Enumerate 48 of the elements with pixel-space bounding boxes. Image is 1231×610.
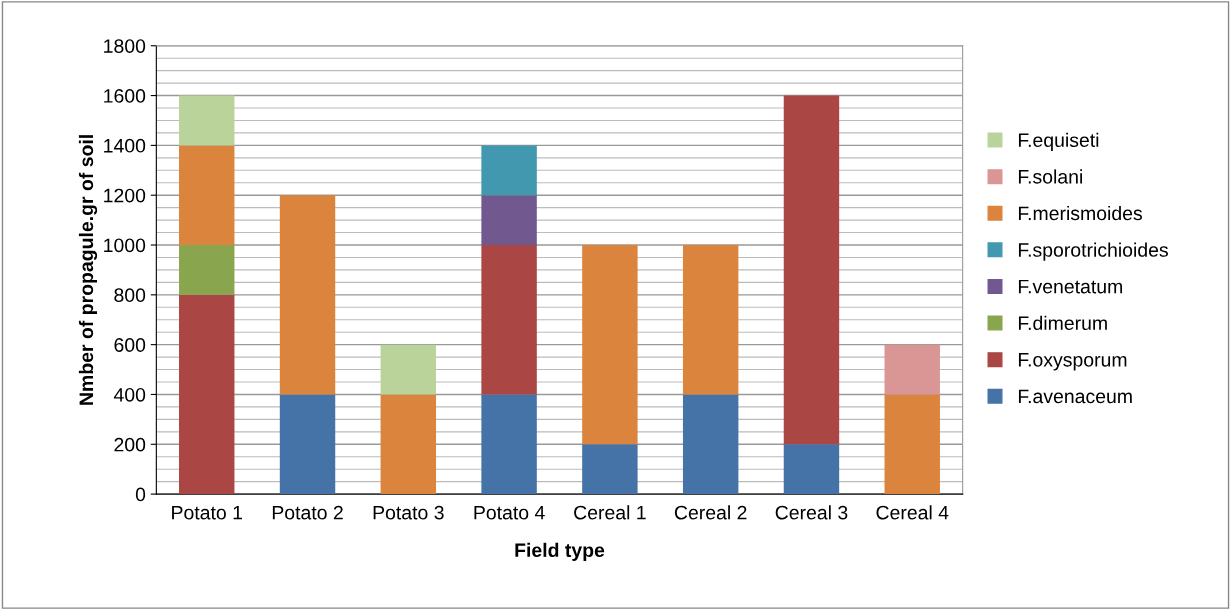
legend-label: F.oxysporum (1018, 353, 1127, 371)
x-tick-label: Cereal 3 (775, 505, 848, 520)
bar (884, 394, 940, 495)
bar (279, 195, 336, 395)
bar (884, 344, 940, 395)
bar (682, 245, 739, 395)
bar (179, 145, 235, 246)
bar (380, 344, 437, 395)
legend-label: F.dimerum (1018, 315, 1107, 331)
x-tick-label: Cereal 2 (674, 505, 747, 520)
bar (783, 444, 840, 495)
legend-label: F.solani (1018, 169, 1082, 184)
bar (179, 294, 235, 495)
x-tick-label: Cereal 4 (876, 505, 949, 520)
x-axis-title: Field type (515, 542, 605, 561)
bar (783, 95, 840, 445)
legend-label: F.avenaceum (1018, 389, 1132, 404)
bar (582, 245, 638, 445)
y-tick-label: 1800 (104, 39, 146, 53)
y-tick-label: 1400 (104, 138, 146, 153)
bar (682, 394, 739, 495)
bar (481, 394, 537, 495)
y-tick-label: 400 (113, 387, 146, 402)
bar (380, 394, 437, 495)
y-tick-label: 0 (135, 487, 146, 502)
x-tick-label: Potato 1 (172, 505, 242, 520)
bar (481, 245, 537, 395)
bar (279, 394, 336, 495)
y-tick-label: 600 (114, 338, 146, 352)
x-tick-label: Potato 2 (272, 505, 343, 520)
y-tick-label: 800 (114, 288, 146, 303)
bar (179, 95, 235, 146)
y-tick-label: 1600 (104, 89, 146, 103)
x-tick-label: Potato 3 (373, 505, 444, 520)
y-tick-label: 1000 (104, 238, 146, 253)
y-axis-title: Nmber of propagule.gr of soil (78, 135, 98, 405)
y-tick-label: 200 (114, 437, 146, 452)
bar (481, 145, 537, 196)
bar (582, 444, 638, 495)
bar (179, 245, 235, 295)
bar (481, 195, 537, 246)
x-tick-label: Cereal 1 (574, 505, 646, 520)
legend-label: F.equiseti (1018, 132, 1099, 151)
y-tick-label: 1200 (104, 188, 146, 203)
legend-label: F.sporotrichioides (1018, 242, 1168, 261)
legend-label: F.venetatum (1018, 279, 1122, 294)
x-tick-label: Potato 4 (474, 505, 545, 520)
legend-label: F.merismoides (1018, 205, 1142, 221)
